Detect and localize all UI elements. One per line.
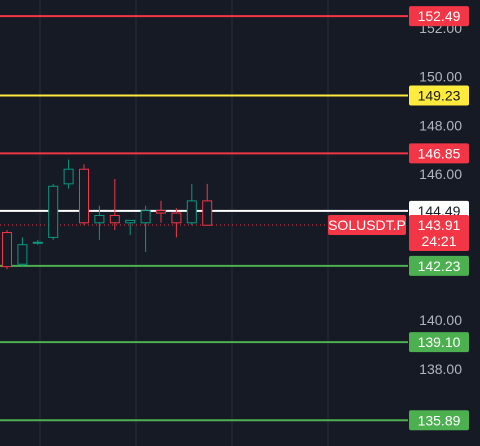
level-label-text: 144.49 xyxy=(418,203,461,219)
level-label-text: 139.10 xyxy=(418,334,461,350)
candle-body xyxy=(202,200,213,226)
candle-body xyxy=(32,241,43,244)
symbol-tag-label: SOLUSDT.P xyxy=(328,217,406,233)
candle[interactable] xyxy=(186,183,197,226)
candle[interactable] xyxy=(32,239,43,245)
candle-body xyxy=(94,214,105,224)
candle-body xyxy=(79,168,89,224)
candle[interactable] xyxy=(17,237,28,267)
candle-body xyxy=(109,214,120,224)
price-tick-label: 146.00 xyxy=(419,166,462,182)
level-label-text: 142.23 xyxy=(418,258,461,274)
candle-body xyxy=(17,244,28,265)
candle[interactable] xyxy=(63,159,74,189)
price-tick-label: 150.00 xyxy=(419,69,462,85)
candle-body xyxy=(171,212,182,224)
level-label-text: 152.49 xyxy=(418,8,461,24)
price-tick-label: 140.00 xyxy=(419,312,462,328)
candlestick-series[interactable] xyxy=(2,159,213,270)
candle[interactable] xyxy=(171,208,182,238)
candle[interactable] xyxy=(79,164,89,226)
current-price-label: 143.91 xyxy=(418,217,461,233)
candle[interactable] xyxy=(48,183,59,240)
level-label-box xyxy=(409,143,469,164)
level-label-text: 135.89 xyxy=(418,412,461,428)
level-label-text: 149.23 xyxy=(418,87,461,103)
horizontal-levels[interactable] xyxy=(0,15,408,422)
level-label-box xyxy=(409,6,469,27)
level-label-box xyxy=(409,85,469,106)
candle-body xyxy=(140,210,151,224)
price-tick-label: 148.00 xyxy=(419,117,462,133)
candle-body xyxy=(156,210,166,214)
candle-body xyxy=(186,200,197,224)
candle-body xyxy=(125,219,136,224)
candle[interactable] xyxy=(156,200,166,223)
candle-body xyxy=(2,232,12,268)
level-label-text: 146.85 xyxy=(418,145,461,161)
candle[interactable] xyxy=(140,205,151,253)
price-tick-label: 138.00 xyxy=(419,361,462,377)
level-label-box xyxy=(409,255,469,276)
candle-body xyxy=(48,185,59,238)
candle[interactable] xyxy=(2,230,12,270)
level-label-box xyxy=(409,410,469,431)
candle[interactable] xyxy=(109,178,120,231)
candle[interactable] xyxy=(94,205,105,240)
level-labels: 152.49 149.23 146.85 144.49 142.23 139.10 135.… xyxy=(328,6,469,431)
countdown-label: 24:21 xyxy=(421,233,456,249)
symbol-tag xyxy=(328,214,406,235)
candle-body xyxy=(63,168,74,185)
current-price-box xyxy=(409,214,469,251)
level-label-box xyxy=(409,332,469,353)
candle[interactable] xyxy=(125,219,136,235)
candle[interactable] xyxy=(202,183,213,226)
